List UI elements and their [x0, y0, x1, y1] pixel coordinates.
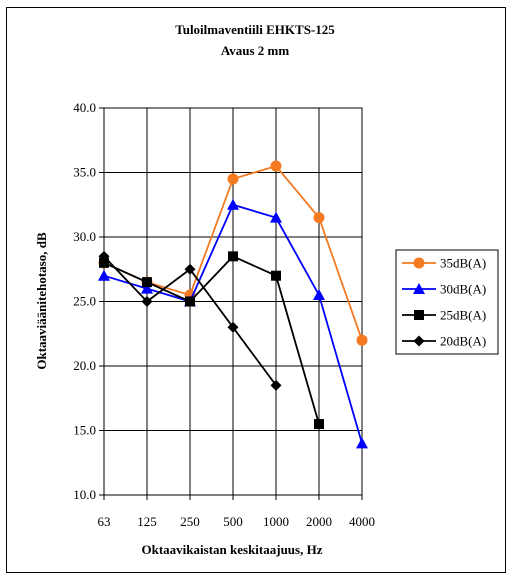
data-point-diamond: [98, 250, 110, 262]
data-point-diamond: [227, 321, 239, 333]
data-point-square: [99, 257, 109, 268]
y-tick-label: 10.0: [73, 487, 96, 502]
legend-entry: 20dB(A): [402, 334, 486, 349]
series-20dB(A): [98, 250, 282, 391]
x-tick-label: 125: [137, 514, 157, 529]
x-axis-label: Oktaavikaistan keskitaajuus, Hz: [142, 542, 323, 557]
data-point-circle: [356, 334, 368, 346]
data-point-diamond: [413, 335, 425, 347]
data-point-triangle: [270, 211, 282, 223]
data-point-triangle: [356, 437, 368, 449]
legend-label: 30dB(A): [440, 282, 486, 297]
legend: 35dB(A) 30dB(A) 25dB(A) 20dB(A): [395, 249, 499, 355]
legend-label: 35dB(A): [440, 256, 486, 271]
data-point-square: [271, 270, 281, 281]
chart-frame: [6, 7, 506, 573]
y-tick-label: 40.0: [73, 100, 96, 115]
x-tick-label: 63: [98, 514, 111, 529]
legend-entry: 30dB(A): [402, 282, 486, 297]
legend-label: 20dB(A): [440, 334, 486, 349]
x-tick-label: 500: [223, 514, 243, 529]
y-tick-label: 15.0: [73, 423, 96, 438]
data-point-circle: [413, 257, 425, 269]
data-point-triangle: [313, 289, 325, 301]
y-tick-labels: 10.0 15.0 20.0 25.0 30.0 35.0 40.0: [73, 100, 96, 502]
series-line: [103, 255, 320, 425]
y-tick-label: 20.0: [73, 358, 96, 373]
legend-entry: 25dB(A): [402, 308, 486, 323]
data-point-diamond: [141, 296, 153, 307]
grid-lines: [99, 107, 363, 500]
x-tick-labels: 63 125 250 500 1000 2000 4000: [98, 514, 376, 529]
y-axis-label: Oktaaviäänitehotaso, dB: [34, 232, 49, 370]
y-tick-label: 25.0: [73, 294, 96, 309]
data-point-square: [142, 277, 152, 288]
data-point-diamond: [184, 263, 196, 275]
x-tick-label: 4000: [349, 514, 375, 529]
data-point-square: [228, 251, 238, 262]
legend-label: 25dB(A): [440, 308, 486, 323]
data-point-square: [314, 419, 324, 430]
data-point-square: [185, 296, 195, 307]
x-tick-label: 2000: [306, 514, 332, 529]
x-tick-label: 1000: [263, 514, 289, 529]
data-point-square: [414, 310, 424, 320]
x-tick-label: 250: [180, 514, 200, 529]
data-point-triangle: [227, 198, 239, 210]
data-point-triangle: [98, 269, 110, 281]
data-point-triangle: [413, 283, 425, 294]
y-tick-label: 30.0: [73, 229, 96, 244]
data-point-diamond: [270, 379, 282, 391]
chart-title: Tuloilmaventiili EHKTS-125: [175, 22, 335, 37]
y-tick-label: 35.0: [73, 165, 96, 180]
chart-subtitle: Avaus 2 mm: [221, 43, 290, 58]
legend-entry: 35dB(A): [402, 256, 486, 271]
data-point-triangle: [141, 282, 153, 294]
legend-box: [395, 249, 499, 355]
data-point-circle: [227, 173, 239, 185]
series-layer: [98, 160, 368, 449]
data-point-circle: [313, 212, 325, 224]
data-point-circle: [270, 160, 282, 172]
series-25dB(A): [99, 251, 324, 430]
